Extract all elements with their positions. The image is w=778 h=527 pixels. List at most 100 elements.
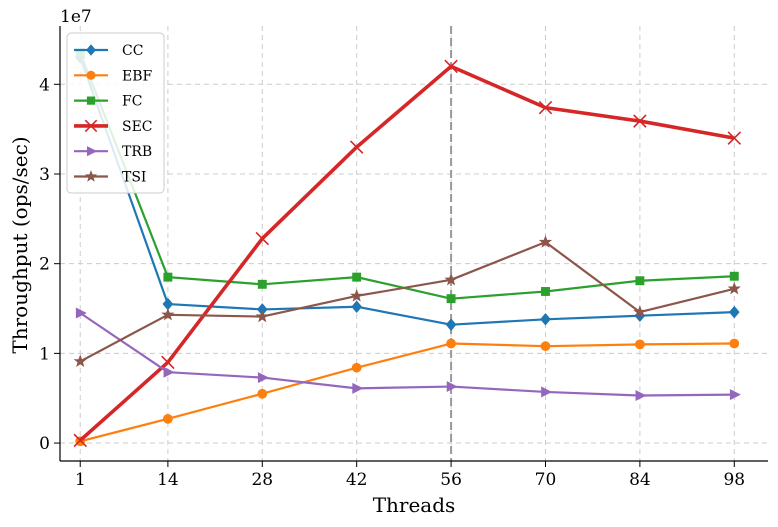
legend-marker-cc [86,44,96,56]
data-point-trb [446,381,458,393]
data-point-fc [729,271,739,281]
data-point-trb [163,366,175,378]
series-line-fc [79,52,735,300]
data-point-sec-stroke-b [727,131,742,145]
x-tick-label: 70 [535,470,557,490]
data-point-cc [351,300,363,314]
legend-label-tsi: TSI [122,170,146,186]
data-point-ebf [729,338,740,349]
legend-item-ebf: EBF [74,68,153,84]
data-point-cc [728,305,740,319]
series-line-trb [79,312,735,397]
series-line-cc [79,57,735,326]
data-point-cc [540,313,551,326]
data-point-ebf [634,339,645,350]
series-group [73,48,742,448]
data-point-trb [75,307,87,319]
data-point-fc [541,287,550,296]
data-point-sec [633,114,647,128]
y-tick-label: 3 [39,165,50,185]
data-point-ebf [446,338,456,349]
data-point-sec-stroke-b [255,231,270,246]
data-point-sec [255,231,270,246]
legend-box [66,32,165,194]
legend-label-sec: SEC [122,119,153,135]
legend-item-cc: CC [74,43,143,59]
y-offset-label: 1e7 [60,7,92,27]
data-point-fc [635,276,645,286]
legend: CC EBF FC SEC TRB TSI [66,32,165,194]
data-point-trb [541,386,553,398]
data-point-ebf [540,341,551,352]
series-fc [75,48,739,304]
data-point-trb [352,382,364,394]
legend-item-trb: TRB [74,144,152,160]
data-point-tsi [73,354,87,368]
data-point-sec-stroke-b [161,355,175,370]
series-line-sec [79,64,735,442]
data-point-sec [161,355,175,370]
legend-label-ebf: EBF [122,68,153,84]
data-point-sec-stroke-b [73,433,87,448]
y-tick-label: 1 [39,344,50,364]
series-line-tsi [79,241,735,363]
series-ebf [75,338,740,447]
x-tick-label: 1 [75,470,86,490]
data-point-fc [163,272,173,282]
legend-item-fc: FC [74,94,142,110]
x-tick-label: 14 [157,470,179,490]
data-point-tsi [538,235,553,248]
data-point-trb [729,389,741,401]
legend-label-trb: TRB [122,144,152,160]
data-point-tsi [161,307,175,321]
x-tick-label: 56 [440,470,462,490]
legend-marker-tsi [84,170,98,182]
data-point-sec [349,140,364,154]
data-point-ebf [162,413,173,424]
y-tick-label: 2 [39,255,50,275]
y-tick-label: 4 [39,75,50,95]
data-point-fc [257,279,267,289]
data-point-fc [352,272,362,282]
data-point-trb [257,372,269,384]
axes [59,26,768,462]
data-point-ebf [351,362,362,373]
data-point-sec [538,100,553,115]
y-axis-label: Throughput (ops/sec) [8,136,32,353]
data-point-tsi [727,281,741,295]
data-point-ebf [257,388,268,399]
data-point-sec [727,131,742,145]
data-point-trb [635,390,647,402]
series-trb [75,307,741,402]
data-point-sec-stroke-b [349,140,364,154]
series-sec [73,59,742,448]
ticks: 1 14 28 42 56 70 84 98 0 1 2 3 4 [39,75,745,490]
data-point-fc [446,294,456,304]
legend-marker-ebf [86,70,96,80]
data-point-sec [444,59,458,74]
y-tick-label: 0 [39,434,50,454]
legend-label-fc: FC [122,94,142,110]
data-point-tsi [255,309,269,323]
legend-label-cc: CC [122,43,143,59]
legend-marker-sec [84,119,98,133]
data-point-sec [73,433,87,448]
data-point-sec-stroke-b [633,114,647,128]
series-tsi [73,235,741,368]
data-point-sec-stroke-b [538,100,553,115]
legend-item-sec: SEC [74,119,153,135]
legend-marker-trb [87,146,98,157]
x-tick-label: 42 [346,470,368,490]
x-tick-label: 98 [723,470,745,490]
x-axis-label: Threads [373,493,456,517]
legend-marker-fc [86,96,96,105]
data-point-cc [445,318,457,331]
data-point-sec-stroke-b [444,59,458,74]
data-point-tsi [633,305,647,318]
legend-item-tsi: TSI [74,170,146,186]
data-point-tsi [350,289,364,302]
x-tick-label: 28 [251,470,273,490]
x-tick-label: 84 [629,470,651,490]
series-line-ebf [79,342,735,443]
